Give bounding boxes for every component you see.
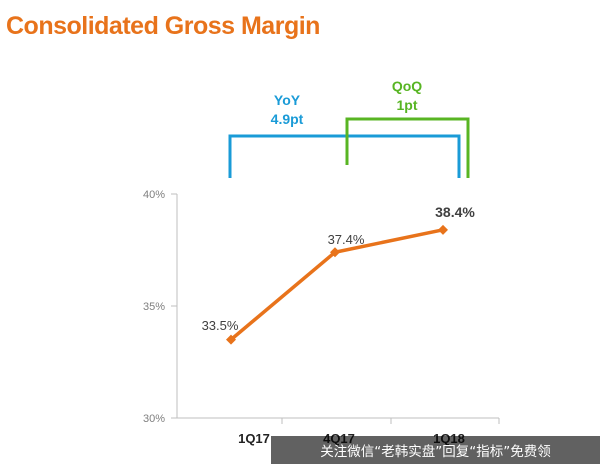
data-point [226, 334, 236, 345]
x-tick-label: 1Q17 [238, 431, 270, 446]
watermark-banner: 关注微信“老韩实盘”回复“指标”免费领 [271, 436, 600, 464]
y-tick-label: 30% [143, 413, 165, 425]
data-label: 37.4% [328, 232, 365, 247]
yoy-label: YoY [274, 92, 301, 108]
yoy-bracket: YoY 4.9pt [228, 92, 461, 178]
y-tick-label: 40% [143, 189, 165, 201]
data-label: 33.5% [202, 318, 239, 333]
qoq-value: 1pt [397, 97, 418, 113]
yoy-value: 4.9pt [271, 111, 304, 127]
data-point [330, 247, 340, 258]
y-tick-label: 35% [143, 301, 165, 313]
qoq-bracket: QoQ 1pt [345, 78, 470, 178]
data-point [438, 224, 448, 235]
chart-title: Consolidated Gross Margin [6, 12, 320, 40]
qoq-label: QoQ [392, 78, 422, 94]
data-label: 38.4% [435, 204, 475, 220]
